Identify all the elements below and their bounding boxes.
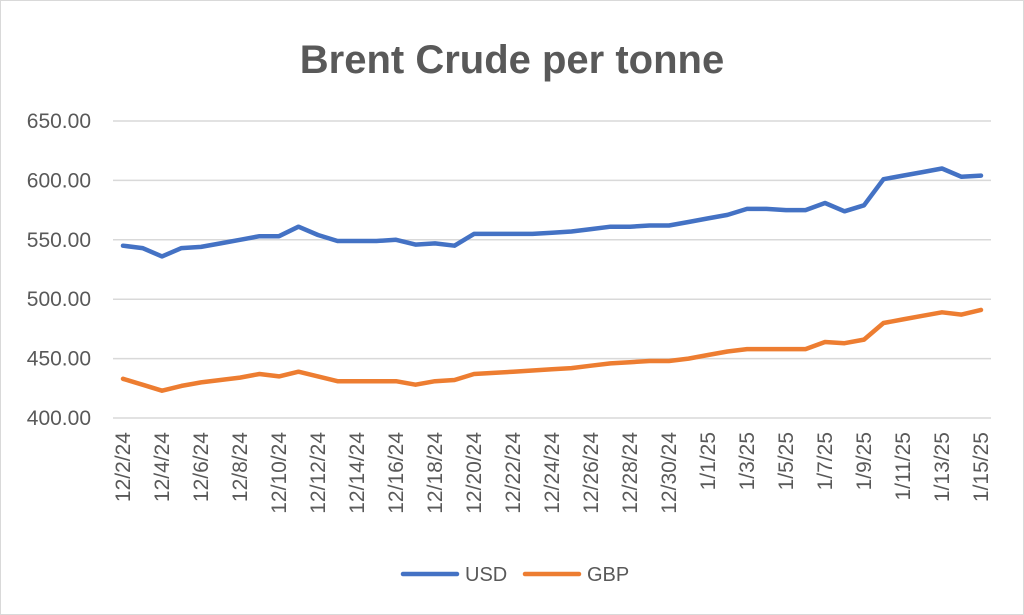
y-tick-label: 450.00 [27, 348, 91, 371]
series-line-usd [120, 166, 984, 259]
y-tick-label: 650.00 [27, 110, 91, 133]
x-tick-label: 1/3/25 [736, 432, 759, 490]
y-tick-label: 600.00 [27, 169, 91, 192]
x-tick-label: 12/24/24 [541, 432, 564, 514]
x-tick-label: 12/22/24 [502, 432, 525, 514]
series-line-gbp [120, 307, 984, 393]
x-tick-label: 12/14/24 [346, 432, 369, 514]
x-tick-label: 1/11/25 [892, 432, 915, 501]
legend-label-gbp: GBP [587, 564, 629, 586]
x-tick-label: 12/12/24 [307, 432, 330, 514]
legend: USD GBP [400, 564, 629, 586]
x-tick-label: 12/8/24 [229, 432, 252, 502]
y-tick-label: 500.00 [27, 288, 91, 311]
grid-lines [113, 120, 991, 419]
x-tick-label: 1/5/25 [775, 432, 798, 490]
y-axis-ticks: 400.00 450.00 500.00 550.00 600.00 650.00 [27, 110, 91, 430]
y-tick-label: 400.00 [27, 407, 91, 430]
chart-title: Brent Crude per tonne [300, 38, 724, 82]
series-lines [120, 166, 984, 393]
x-tick-label: 1/15/25 [970, 432, 993, 502]
x-tick-label: 12/6/24 [190, 432, 213, 502]
legend-label-usd: USD [465, 564, 507, 586]
x-tick-label: 12/16/24 [385, 432, 408, 514]
x-tick-label: 12/28/24 [619, 432, 642, 514]
x-tick-label: 12/18/24 [424, 432, 447, 514]
x-tick-label: 12/20/24 [463, 432, 486, 514]
x-tick-label: 12/10/24 [268, 432, 291, 514]
x-tick-label: 12/4/24 [151, 432, 174, 502]
y-tick-label: 550.00 [27, 229, 91, 252]
x-tick-label: 1/7/25 [814, 432, 837, 490]
x-tick-label: 1/1/25 [697, 432, 720, 490]
x-tick-label: 12/30/24 [658, 432, 681, 514]
x-tick-label: 12/26/24 [580, 432, 603, 514]
x-axis-ticks: 12/2/24 12/4/24 12/6/24 12/8/24 12/10/24 12/1… [112, 432, 993, 514]
x-tick-label: 12/2/24 [112, 432, 135, 502]
x-tick-label: 1/9/25 [853, 432, 876, 490]
x-tick-label: 1/13/25 [931, 432, 954, 502]
